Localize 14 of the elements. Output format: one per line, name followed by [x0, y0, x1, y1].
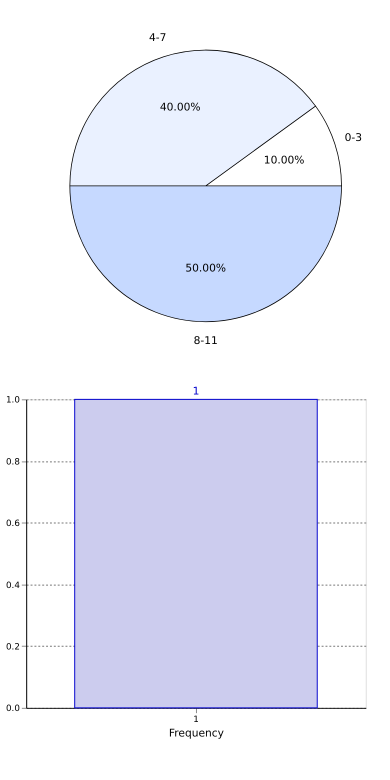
y-tick-label: 0.2: [6, 642, 20, 653]
data-label: 10.00%: [264, 153, 304, 166]
x-axis-title: Frequency: [168, 726, 224, 740]
data-label: 50.00%: [185, 261, 226, 274]
data-label: 40.00%: [160, 100, 201, 114]
slice-label: 8-11: [194, 334, 218, 348]
y-tick-label: 1.0: [6, 396, 20, 406]
y-tick-label: 0.4: [6, 580, 20, 591]
slice-label: 4-7: [149, 31, 166, 44]
y-tick-label: 0.8: [6, 457, 20, 468]
slice-label: 0-3: [344, 130, 362, 144]
data-label: 1: [192, 384, 200, 398]
y-tick-label: 0.0: [6, 704, 20, 714]
y-tick-label: 0.6: [6, 519, 20, 530]
